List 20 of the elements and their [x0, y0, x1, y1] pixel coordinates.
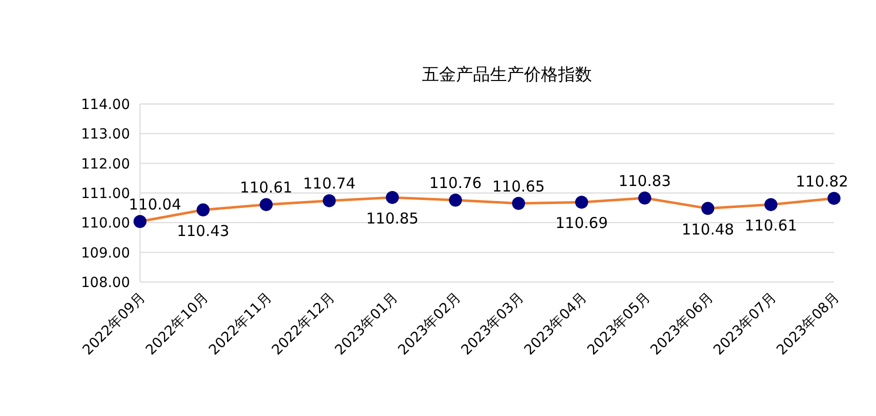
data-label: 110.69: [555, 214, 608, 232]
data-label: 110.61: [240, 178, 292, 197]
data-label: 110.82: [796, 172, 848, 190]
y-tick-label: 111.00: [81, 186, 130, 202]
y-tick-label: 113.00: [81, 126, 130, 143]
data-label: 110.83: [618, 172, 671, 190]
data-label: 110.43: [176, 222, 230, 240]
data-label: 110.48: [682, 220, 734, 238]
y-tick-label: 110.00: [81, 216, 130, 232]
title: 五金产品生产价格指数: [422, 65, 592, 85]
data-label: 110.85: [366, 209, 419, 228]
data-label: 110.04: [128, 195, 182, 214]
data-label: 110.76: [429, 174, 482, 192]
data-label: 110.74: [303, 174, 356, 193]
y-tick-label: 112.00: [81, 156, 130, 172]
data-label: 110.61: [744, 216, 798, 235]
y-tick-label: 108.00: [81, 275, 130, 291]
data-label: 110.65: [492, 177, 545, 196]
y-tick-label: 114.00: [81, 97, 130, 113]
y-tick-label: 109.00: [81, 245, 130, 262]
